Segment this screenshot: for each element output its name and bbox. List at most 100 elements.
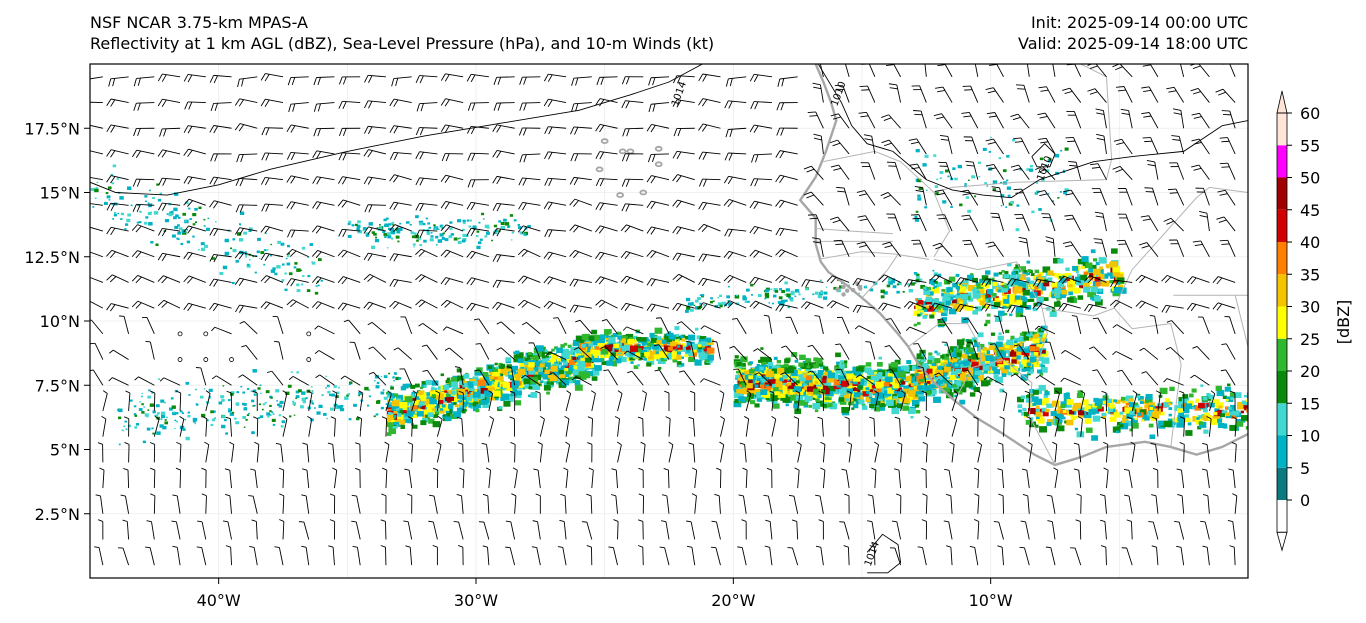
reflectivity-cell <box>523 232 527 236</box>
reflectivity-cell <box>424 404 428 408</box>
reflectivity-cell <box>787 382 796 389</box>
reflectivity-cell <box>1083 282 1090 289</box>
reflectivity-cell <box>572 370 579 376</box>
reflectivity-cell <box>676 351 682 355</box>
reflectivity-cell <box>945 353 950 357</box>
reflectivity-cell <box>783 374 788 379</box>
reflectivity-cell <box>482 397 490 403</box>
reflectivity-cell <box>776 359 781 364</box>
reflectivity-cell <box>902 405 910 411</box>
reflectivity-cell <box>932 269 935 272</box>
reflectivity-cell <box>942 296 946 300</box>
reflectivity-cell <box>940 355 945 359</box>
reflectivity-cell <box>1041 177 1045 181</box>
reflectivity-cell <box>1145 393 1153 400</box>
reflectivity-cell <box>617 335 623 340</box>
reflectivity-cell <box>517 226 522 230</box>
reflectivity-cell <box>395 235 400 239</box>
reflectivity-cell <box>973 287 979 292</box>
reflectivity-cell <box>494 229 498 232</box>
reflectivity-cell <box>1109 416 1117 422</box>
reflectivity-cell <box>774 391 780 396</box>
reflectivity-cell <box>914 404 919 408</box>
wind-barb-feather <box>858 111 867 114</box>
reflectivity-cell <box>953 295 957 298</box>
reflectivity-cell <box>972 366 980 373</box>
reflectivity-cell <box>1109 261 1118 268</box>
reflectivity-cell <box>760 356 767 362</box>
reflectivity-cell <box>837 279 839 282</box>
reflectivity-cell <box>1016 346 1024 352</box>
reflectivity-cell <box>182 428 186 431</box>
reflectivity-cell <box>1244 407 1248 411</box>
reflectivity-cell <box>954 177 958 181</box>
reflectivity-cell <box>1009 298 1017 305</box>
island <box>654 161 663 168</box>
reflectivity-cell <box>839 395 844 399</box>
reflectivity-cell <box>192 417 198 422</box>
reflectivity-cell <box>245 419 248 421</box>
reflectivity-cell <box>700 341 707 347</box>
reflectivity-cell <box>386 391 390 395</box>
wind-barb-staff <box>838 113 850 129</box>
reflectivity-cell <box>808 404 813 408</box>
wind-barb-feather <box>967 62 975 63</box>
reflectivity-cell <box>1040 367 1048 373</box>
wind-barb-staff <box>393 125 412 129</box>
reflectivity-cell <box>1215 385 1222 391</box>
reflectivity-cell <box>1005 329 1010 334</box>
reflectivity-cell <box>1131 422 1139 429</box>
reflectivity-cell <box>426 228 430 231</box>
reflectivity-cell <box>931 287 940 294</box>
reflectivity-cell <box>314 291 319 295</box>
reflectivity-cell <box>951 353 957 358</box>
reflectivity-cell <box>697 296 701 301</box>
wind-barb-feather <box>106 98 112 107</box>
reflectivity-cell <box>423 239 427 243</box>
reflectivity-cell <box>869 288 874 292</box>
reflectivity-cell <box>982 365 990 371</box>
reflectivity-cell <box>976 283 984 289</box>
reflectivity-cell <box>1052 257 1061 264</box>
reflectivity-cell <box>333 385 337 388</box>
reflectivity-cell <box>829 391 834 395</box>
reflectivity-cell <box>1148 402 1156 408</box>
reflectivity-cell <box>221 415 226 418</box>
wind-barb-feather <box>1120 108 1129 112</box>
isobar <box>817 64 1248 199</box>
wind-barb-feather <box>750 101 755 110</box>
reflectivity-cell <box>945 296 951 301</box>
reflectivity-cell <box>664 335 673 342</box>
wind-barb-staff <box>1180 110 1185 129</box>
reflectivity-cell <box>1026 277 1030 280</box>
wind-barb-feather <box>698 73 704 82</box>
reflectivity-cell <box>849 391 858 398</box>
reflectivity-cell <box>1066 399 1074 405</box>
reflectivity-cell <box>446 413 451 417</box>
reflectivity-cell <box>1226 396 1234 403</box>
reflectivity-cell <box>1088 268 1094 273</box>
wind-barb-staff <box>599 124 618 129</box>
wind-barb-feather <box>395 78 399 87</box>
reflectivity-cell <box>798 371 804 376</box>
wind-barb-staff <box>1229 110 1236 129</box>
reflectivity-cell <box>415 215 419 219</box>
reflectivity-cell <box>253 393 257 396</box>
wind-barb-feather <box>600 77 604 85</box>
reflectivity-cell <box>1026 272 1031 276</box>
wind-barb-feather <box>317 103 321 112</box>
reflectivity-cell <box>888 384 892 387</box>
reflectivity-cell <box>872 371 878 376</box>
wind-barb-feather <box>234 123 241 131</box>
reflectivity-cell <box>738 372 742 376</box>
wind-barb-staff <box>753 101 772 103</box>
reflectivity-cell <box>1007 371 1013 376</box>
reflectivity-cell <box>803 403 809 408</box>
reflectivity-cell <box>382 230 385 233</box>
reflectivity-cell <box>957 164 962 169</box>
reflectivity-cell <box>444 397 450 402</box>
reflectivity-cell <box>669 344 677 350</box>
reflectivity-cell <box>747 300 750 303</box>
wind-barb-staff <box>419 127 438 129</box>
wind-barb-staff <box>316 102 335 105</box>
